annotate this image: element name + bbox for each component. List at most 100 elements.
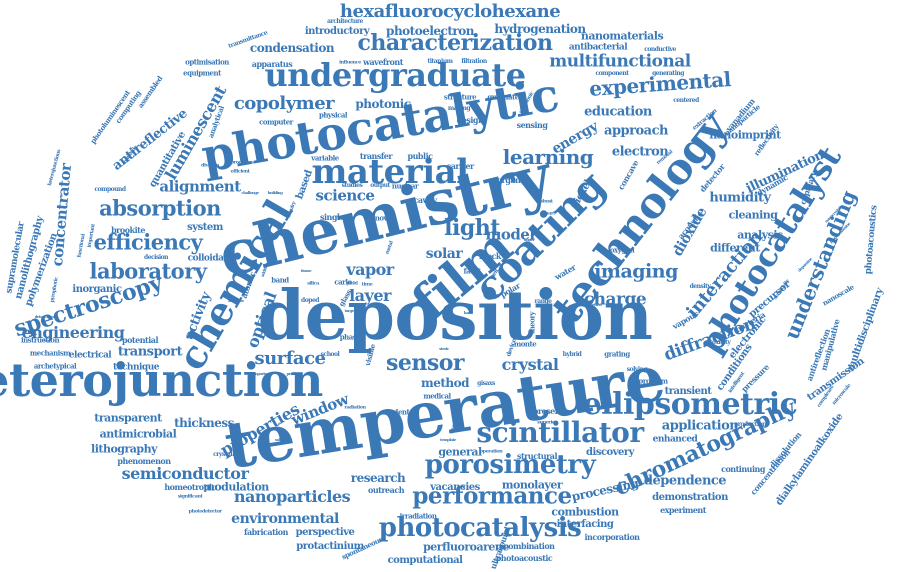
word-ellipsometric: ellipsometric xyxy=(582,387,798,422)
word-medical: medical xyxy=(423,391,451,401)
word-model: model xyxy=(485,225,535,244)
word-absorption: absorption xyxy=(99,195,221,221)
word-characterization: characterization xyxy=(357,30,553,56)
word-system: system xyxy=(187,222,223,233)
word-recombination: recombination xyxy=(495,541,556,551)
word-sensing: sensing xyxy=(516,120,548,130)
word-variable: variable xyxy=(311,153,339,163)
word-mechanism: mechanism xyxy=(29,348,71,358)
word-functional: functional xyxy=(76,233,87,259)
word-structural: structural xyxy=(516,451,558,461)
word-present: present xyxy=(532,406,564,416)
word-colloidal: colloidal xyxy=(187,253,227,264)
word-cleaning: cleaning xyxy=(728,208,778,222)
word-band: band xyxy=(271,275,289,285)
word-transparent: transparent xyxy=(94,411,162,425)
word-phase: phase xyxy=(339,332,361,342)
word-phenomenon: phenomenon xyxy=(117,456,171,466)
word-humidity: humidity xyxy=(709,190,771,206)
word-structure: structure xyxy=(443,92,477,102)
word-different: different xyxy=(710,241,760,255)
word-nanomaterials: nanomaterials xyxy=(580,29,664,43)
word-deposition: deposition xyxy=(257,276,653,356)
word-dependence: dependence xyxy=(643,473,727,489)
word-technique: technique xyxy=(113,362,159,373)
word-time: time xyxy=(361,281,373,288)
word-radiation: radiation xyxy=(344,404,366,411)
word-pyrophoric: pyrophoric xyxy=(49,276,60,303)
word-production: production xyxy=(734,421,766,428)
word-targeted: targeted xyxy=(344,308,360,313)
word-cell: cell xyxy=(476,274,486,281)
word-condensation: condensation xyxy=(249,41,335,55)
word-transport: transport xyxy=(117,344,183,360)
word-compound: compound xyxy=(94,186,126,193)
word-oxygen: oxygen xyxy=(609,245,635,255)
word-superior: superior xyxy=(537,419,557,426)
word-solving: solving xyxy=(626,366,648,373)
word-organic: organic xyxy=(496,175,528,185)
word-science: science xyxy=(315,186,375,205)
word-density: density xyxy=(689,283,711,290)
word-research: research xyxy=(350,471,406,485)
word-tissue: tissue xyxy=(300,268,312,273)
word-antimicrobial: antimicrobial xyxy=(99,427,177,441)
word-layer: layer xyxy=(349,286,391,305)
word-monolayer: monolayer xyxy=(501,478,563,492)
word-potential: potential xyxy=(122,335,159,345)
word-enhanced: enhanced xyxy=(652,434,698,445)
word-vacancies: vacancies xyxy=(430,482,480,493)
word-perspective: perspective xyxy=(295,527,355,538)
word-student: student xyxy=(382,407,410,417)
word-method: method xyxy=(421,376,470,390)
word-solution: solution xyxy=(274,437,290,442)
word-previous: previous xyxy=(286,371,302,376)
word-public: public xyxy=(407,151,433,161)
word-nanoscale: nanoscale xyxy=(820,282,856,308)
word-centered: centered xyxy=(673,97,699,104)
word-application: application xyxy=(661,418,739,434)
word-incorporation: incorporation xyxy=(584,532,641,542)
word-hydrogenation: hydrogenation xyxy=(494,22,586,36)
word-demonstration: demonstration xyxy=(652,492,728,503)
word-photoacoustic: photoacoustic xyxy=(495,553,553,563)
word-area: area xyxy=(452,315,460,320)
word-antibacterial: antibacterial xyxy=(568,42,628,53)
word-archetypical: archetypical xyxy=(33,361,77,371)
word-single: single xyxy=(319,212,345,222)
word-problem: problem xyxy=(638,376,668,386)
word-performance: performance xyxy=(412,482,572,510)
word-apparatus: apparatus xyxy=(251,59,293,69)
word-engineering: engineering xyxy=(21,323,125,342)
word-semiconductor: semiconductor xyxy=(121,464,249,483)
word-combustion: combustion xyxy=(551,505,619,519)
word-alignment: alignment xyxy=(159,177,241,196)
word-dissolution: dissolution xyxy=(766,429,804,471)
word-equipment: equipment xyxy=(183,68,221,78)
word-theory: theory xyxy=(527,311,537,335)
word-nanoimprint: nanoimprint xyxy=(709,128,781,142)
word-yield: yield xyxy=(346,280,358,287)
word-toxicity: toxicity xyxy=(709,339,731,346)
word-design: design xyxy=(456,115,484,125)
word-hard: hard xyxy=(463,310,473,315)
word-electron: electron xyxy=(611,144,669,160)
word-output: output xyxy=(370,182,390,189)
word-gisaxs: gisaxs xyxy=(477,380,495,387)
word-modulation: modulation xyxy=(203,480,269,494)
word-robust: robust xyxy=(537,198,553,205)
word-continuing: continuing xyxy=(721,464,765,474)
word-steric: steric xyxy=(439,346,449,351)
word-filtration: filtration xyxy=(461,58,487,65)
word-inorganic: inorganic xyxy=(72,284,122,295)
word-titanium: titanium xyxy=(427,58,453,65)
word-vapour: vapour xyxy=(670,308,700,332)
word-transfer: transfer xyxy=(359,151,393,161)
word-determined: determined xyxy=(34,314,56,319)
word-grating: grating xyxy=(604,349,630,359)
word-experiment: experiment xyxy=(660,505,706,515)
word-photodetector: photodetector xyxy=(188,508,222,515)
word-porosimetry: porosimetry xyxy=(424,450,596,480)
word-monte: monte xyxy=(513,339,537,349)
